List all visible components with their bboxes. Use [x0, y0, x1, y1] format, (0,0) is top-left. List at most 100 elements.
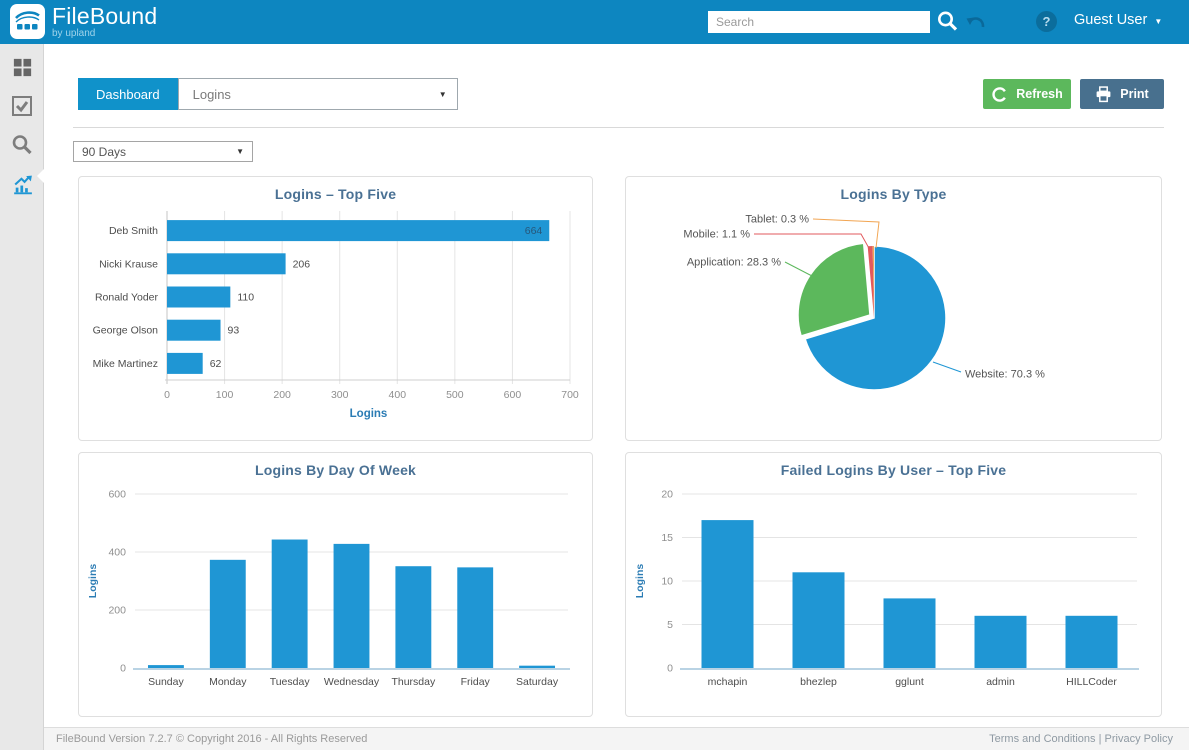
bar-Mike Martinez[interactable] — [167, 352, 203, 374]
bar-HILLCoder[interactable] — [1065, 615, 1118, 668]
dashboard-select-value: Logins — [192, 86, 231, 102]
bar-Tuesday[interactable] — [271, 539, 308, 668]
pie-slice-Website[interactable] — [804, 245, 947, 391]
logins-top-five-chart[interactable]: 0 100 200 300 400 500 600 700 Deb Smith 664 Nicki … — [83, 204, 588, 426]
chart-panel-failed-logins: Failed Logins By User – Top Five 0 5 10 15 2… — [625, 452, 1162, 717]
logo-subtitle: by upland — [52, 27, 96, 39]
bar-gglunt[interactable] — [883, 598, 936, 668]
chart-title: Logins – Top Five — [274, 186, 397, 202]
filebound-logo-icon — [10, 4, 45, 39]
top-navigation-bar: FileBound by upland ? Guest User ▼ — [0, 0, 1189, 44]
y-tick-label: 5 — [667, 619, 673, 631]
category-label: Monday — [209, 676, 247, 688]
bar-Sunday[interactable] — [147, 665, 184, 668]
logins-by-type-pie-chart[interactable]: Website: 70.3 % Application: 28.3 % Mobile… — [630, 204, 1157, 432]
value-label: 62 — [210, 358, 222, 370]
left-sidebar — [0, 44, 44, 750]
category-label: Friday — [461, 676, 491, 688]
category-label: Sunday — [148, 676, 184, 688]
category-label: bhezlep — [800, 676, 837, 688]
bar-mchapin[interactable] — [701, 520, 754, 668]
undo-icon[interactable] — [963, 9, 989, 40]
bar-Monday[interactable] — [209, 559, 246, 668]
print-button-label: Print — [1120, 87, 1149, 101]
bar-Thursday[interactable] — [395, 566, 432, 668]
category-label: Mike Martinez — [93, 358, 158, 370]
dashboard-select[interactable]: Logins ▼ — [177, 78, 458, 110]
logo-title: FileBound — [52, 2, 158, 29]
user-menu[interactable]: Guest User ▼ — [1074, 12, 1162, 28]
chart-panel-logins-by-day: Logins By Day Of Week 0 200 400 600 Sunday Mo… — [78, 452, 593, 717]
category-label: mchapin — [708, 676, 748, 688]
category-label: admin — [986, 676, 1015, 688]
pie-slice-label: Tablet: 0.3 % — [745, 214, 809, 226]
date-range-value: 90 Days — [82, 144, 127, 159]
pie-slice-Mobile[interactable] — [867, 246, 874, 318]
tab-dashboard[interactable]: Dashboard — [78, 78, 178, 110]
x-tick-label: 300 — [331, 389, 349, 401]
user-name: Guest User — [1074, 12, 1148, 28]
pie-leader-line — [932, 361, 962, 373]
y-axis-title: Logins — [87, 564, 99, 599]
y-axis-title: Logins — [634, 564, 646, 599]
pie-slice-label: Application: 28.3 % — [687, 257, 781, 269]
chart-title: Logins By Day Of Week — [254, 462, 417, 478]
main-content: Dashboard Logins ▼ Refresh Print — [44, 44, 1189, 727]
sidebar-item-tasks[interactable] — [0, 89, 44, 128]
chart-panel-logins-by-type: Logins By Type Website: 70.3 % Applicatio… — [625, 176, 1162, 441]
y-tick-label: 10 — [661, 576, 673, 588]
category-label: HILLCoder — [1066, 676, 1117, 688]
filebound-logo[interactable]: FileBound by upland — [10, 4, 157, 39]
date-range-select[interactable]: 90 Days ▼ — [73, 141, 253, 162]
bar-admin[interactable] — [974, 615, 1027, 668]
bar-Deb Smith[interactable] — [167, 220, 550, 242]
sidebar-item-projects[interactable] — [0, 50, 44, 89]
category-label: Deb Smith — [109, 225, 158, 237]
pie-leader-line — [812, 218, 880, 249]
charts-grid: Logins – Top Five 0 100 200 300 400 500 600 700… — [78, 176, 1164, 717]
chart-panel-logins-top-five: Logins – Top Five 0 100 200 300 400 500 600 700… — [78, 176, 593, 441]
value-label: 110 — [237, 292, 254, 304]
search-input[interactable] — [708, 11, 930, 33]
pie-leader-line — [754, 233, 871, 251]
footer: FileBound Version 7.2.7 © Copyright 2016… — [44, 727, 1189, 750]
footer-separator: | — [1098, 733, 1102, 745]
y-tick-label: 200 — [108, 605, 126, 617]
caret-down-icon: ▼ — [236, 147, 244, 156]
bar-Ronald Yoder[interactable] — [167, 286, 231, 308]
x-tick-label: 600 — [504, 389, 522, 401]
search-icon[interactable] — [934, 8, 961, 40]
y-tick-label: 15 — [661, 532, 673, 544]
bar-Friday[interactable] — [457, 567, 494, 668]
failed-logins-chart[interactable]: 0 5 10 15 20 mchapin bhezlep gglunt admin HILLCod… — [630, 480, 1157, 708]
bar-Nicki Krause[interactable] — [167, 253, 286, 275]
sidebar-item-search[interactable] — [0, 128, 44, 167]
x-tick-label: 200 — [273, 389, 291, 401]
value-label: 206 — [293, 258, 311, 270]
logins-by-day-chart[interactable]: 0 200 400 600 Sunday Monday Tuesday Wednesday Th… — [83, 480, 588, 708]
bar-bhezlep[interactable] — [792, 572, 845, 668]
bar-Wednesday[interactable] — [333, 543, 370, 668]
print-button[interactable]: Print — [1080, 79, 1164, 109]
help-icon[interactable]: ? — [1036, 11, 1057, 32]
version-text: FileBound Version 7.2.7 © Copyright 2016… — [56, 733, 368, 745]
value-label: 664 — [525, 225, 543, 237]
refresh-button[interactable]: Refresh — [983, 79, 1071, 109]
privacy-link[interactable]: Privacy Policy — [1104, 733, 1173, 745]
bar-Saturday[interactable] — [519, 665, 556, 668]
terms-link[interactable]: Terms and Conditions — [989, 733, 1096, 745]
y-tick-label: 0 — [667, 663, 673, 675]
sidebar-item-reports[interactable] — [0, 167, 44, 206]
x-tick-label: 400 — [389, 389, 407, 401]
toolbar-divider — [73, 127, 1164, 128]
x-tick-label: 100 — [216, 389, 234, 401]
active-item-notch — [37, 169, 44, 183]
pie-slice-Tablet[interactable] — [872, 246, 874, 318]
category-label: Tuesday — [270, 676, 311, 688]
refresh-icon — [992, 86, 1007, 102]
x-tick-label: 700 — [561, 389, 579, 401]
tab-dashboard-label: Dashboard — [96, 86, 160, 102]
apps-grid-icon — [11, 56, 34, 84]
bar-George Olson[interactable] — [167, 319, 221, 341]
category-label: Wednesday — [324, 676, 380, 688]
